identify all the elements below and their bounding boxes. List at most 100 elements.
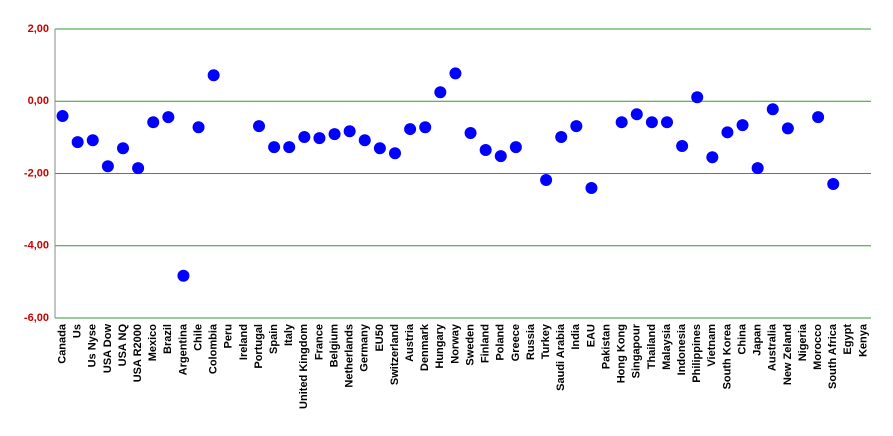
y-tick-label: -6,00 [24,312,49,324]
x-tick-label: Switzerland [389,324,401,385]
dot [313,132,326,145]
x-tick-label: Denmark [419,323,431,371]
dot [661,116,673,129]
x-tick-label: Russia [525,323,537,360]
y-tick-label: 0,00 [28,95,49,107]
x-tick-label: Us [72,324,84,338]
dot [736,119,749,132]
dot [298,131,311,144]
x-tick-label: Indonesia [676,323,688,375]
dot [630,108,643,121]
dot [540,174,553,187]
dot [132,162,145,175]
x-tick-label: Norway [449,323,461,364]
dot [721,126,734,139]
dot [645,116,658,129]
x-tick-label: Sweden [464,324,476,366]
dot [676,140,689,153]
y-tick-label: -4,00 [24,240,49,252]
x-tick-label: Philippines [691,324,703,383]
x-tick-label: Canada [56,323,68,364]
dot [812,111,825,124]
x-tick-label: Australia [767,323,779,371]
x-tick-label: Pakistan [600,324,612,370]
dot [615,116,628,129]
dot [71,136,84,149]
dot [827,177,840,190]
dot [479,144,492,157]
x-tick-label: Finland [480,324,492,363]
x-tick-label: Portugal [253,324,265,369]
x-tick-label: Mexico [147,324,159,362]
x-tick-label: USA R2000 [132,324,144,382]
x-tick-label: United Kingdom [298,324,310,409]
x-tick-label: EAU [585,324,597,347]
x-tick-label: Poland [495,324,507,361]
y-tick-label: 2,00 [28,23,49,35]
dot [283,141,296,154]
x-tick-label: Malaysia [661,323,673,370]
dot [464,127,477,140]
x-tick-label: Belgium [328,324,340,368]
x-tick-label: Chile [192,324,204,351]
dot [101,160,114,173]
x-tick-label: EU50 [374,324,386,352]
x-tick-label: Brazil [162,324,174,354]
dot [419,121,432,134]
x-tick-label: Netherlands [344,324,356,388]
x-tick-label: USA NQ [117,324,129,367]
dot [192,121,205,134]
dot [781,122,794,135]
x-tick-label: Germany [359,323,371,372]
dot [404,123,417,136]
x-tick-label: Colombia [208,323,220,374]
x-tick-label: New Zeland [782,324,794,385]
dot [751,162,764,175]
x-tick-label: Morocco [812,324,824,370]
x-tick-label: Vietnam [706,324,718,367]
x-tick-label: Japan [752,324,764,356]
dot [585,181,598,194]
dot [268,141,281,154]
x-tick-label: Singapour [631,323,643,378]
x-tick-label: Austria [404,323,416,362]
x-tick-label: Us Nyse [87,324,99,367]
dot [147,116,160,129]
dot [86,134,99,147]
dot [570,120,583,133]
x-tick-label: USA Dow [102,324,114,374]
dot [449,67,462,80]
x-tick-label: France [313,324,325,360]
x-tick-label: Argentina [177,323,189,375]
dot [691,91,704,104]
dot [434,86,447,99]
dot [162,111,175,124]
x-tick-label: Spain [268,324,280,354]
x-tick-label: Peru [223,324,235,348]
dot [766,103,779,116]
x-tick-label: Turkey [540,323,552,359]
dot [509,141,522,154]
dot [555,131,568,144]
dot [177,269,190,282]
dot [706,151,719,164]
x-tick-label: Egypt [842,324,854,355]
y-tick-label: -2,00 [24,167,49,179]
x-tick-label: Greece [510,324,522,361]
dot [207,69,220,82]
x-tick-label: China [736,323,748,354]
dot [343,125,356,138]
dot [494,150,507,163]
dot [389,147,401,160]
x-tick-label: Nigeria [797,323,809,361]
dot [253,120,265,133]
x-tick-label: India [570,323,582,350]
dot [373,142,386,155]
x-tick-label: Ireland [238,324,250,360]
dot [117,142,129,155]
x-tick-label: Thailand [646,324,658,369]
x-tick-label: Hungary [434,323,446,369]
x-tick-label: Italy [283,323,295,346]
